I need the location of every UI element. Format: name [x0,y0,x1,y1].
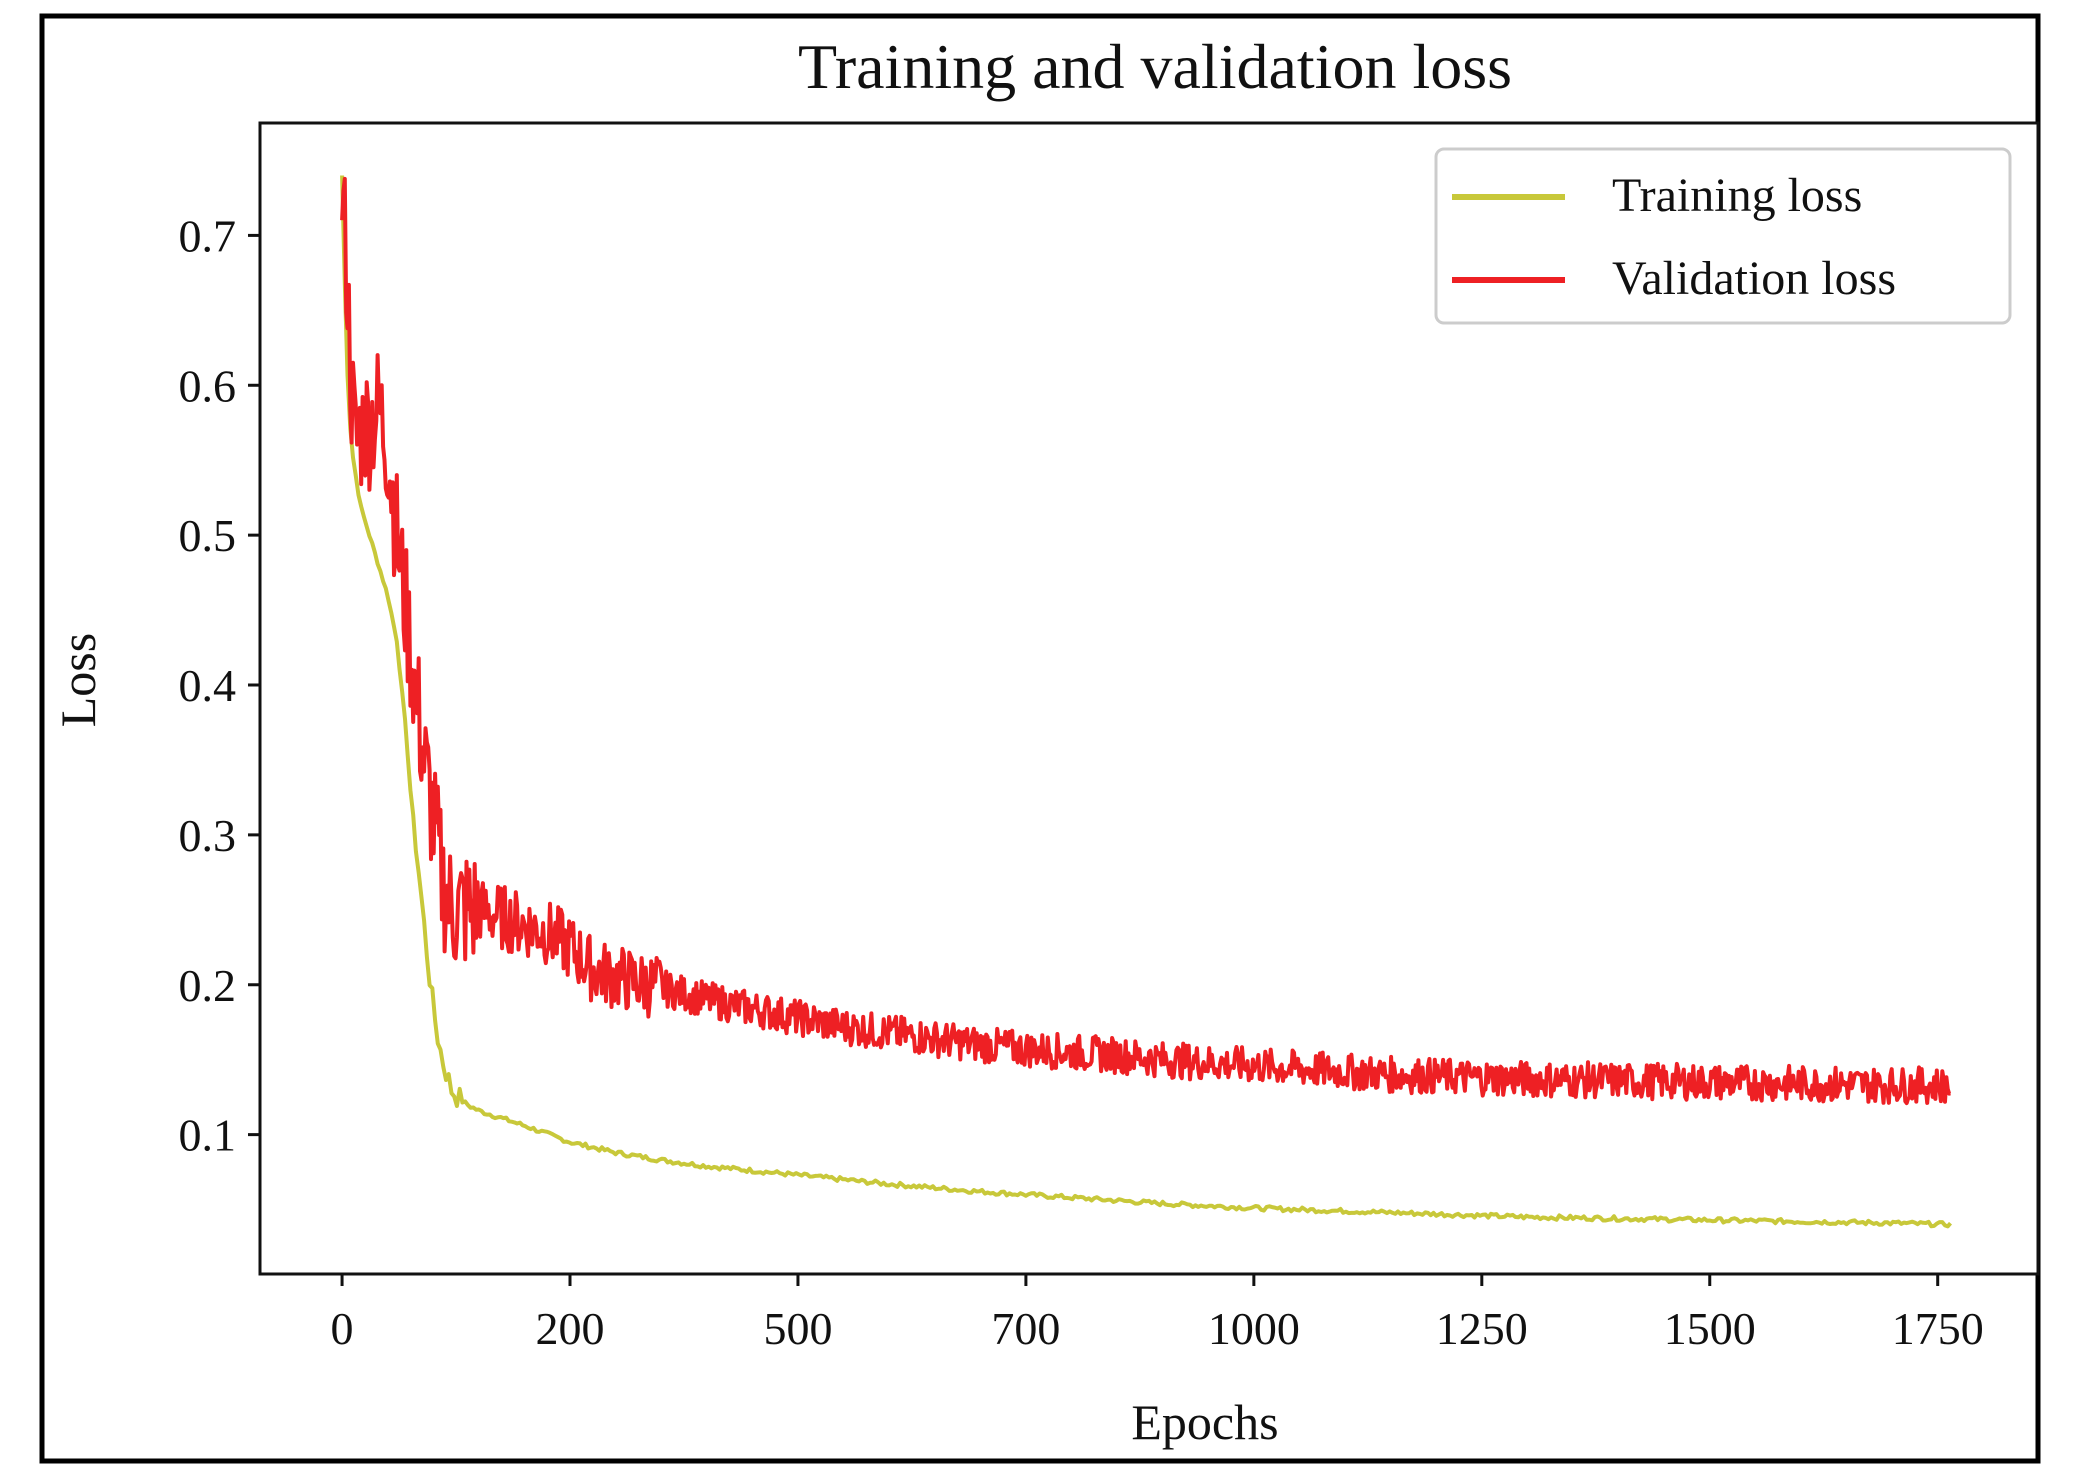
training-loss-line [340,175,1953,1229]
y-tick-label: 0.3 [179,810,237,861]
x-tick-label: 500 [763,1303,832,1354]
legend-box [1434,147,2012,325]
x-tick-label: 0 [331,1303,354,1354]
y-tick-label: 0.5 [179,510,237,561]
y-axis: 0.1 0.2 0.3 0.4 0.5 0.6 0.7 [179,210,260,1161]
validation-loss-line [340,176,1952,1106]
x-tick-label: 200 [536,1303,605,1354]
y-tick-label: 0.1 [179,1110,237,1161]
chart-title: Training and validation loss [798,31,1512,102]
y-tick-label: 0.2 [179,960,237,1011]
x-tick-label: 1250 [1436,1303,1528,1354]
series-lines [340,175,1953,1229]
y-tick-label: 0.7 [179,210,237,261]
y-axis-label: Loss [50,633,106,727]
x-axis-label: Epochs [1131,1394,1278,1450]
x-tick-label: 1750 [1892,1303,1984,1354]
x-axis: 0 200 500 700 1000 1250 1500 1750 [331,1274,1984,1354]
legend: Training loss Validation loss [1434,147,2012,325]
legend-label-validation: Validation loss [1612,252,1896,305]
x-tick-label: 700 [991,1303,1060,1354]
y-tick-label: 0.6 [179,360,237,411]
x-tick-label: 1000 [1208,1303,1300,1354]
y-tick-label: 0.4 [179,660,237,711]
x-tick-label: 1500 [1664,1303,1756,1354]
legend-label-training: Training loss [1612,169,1862,222]
